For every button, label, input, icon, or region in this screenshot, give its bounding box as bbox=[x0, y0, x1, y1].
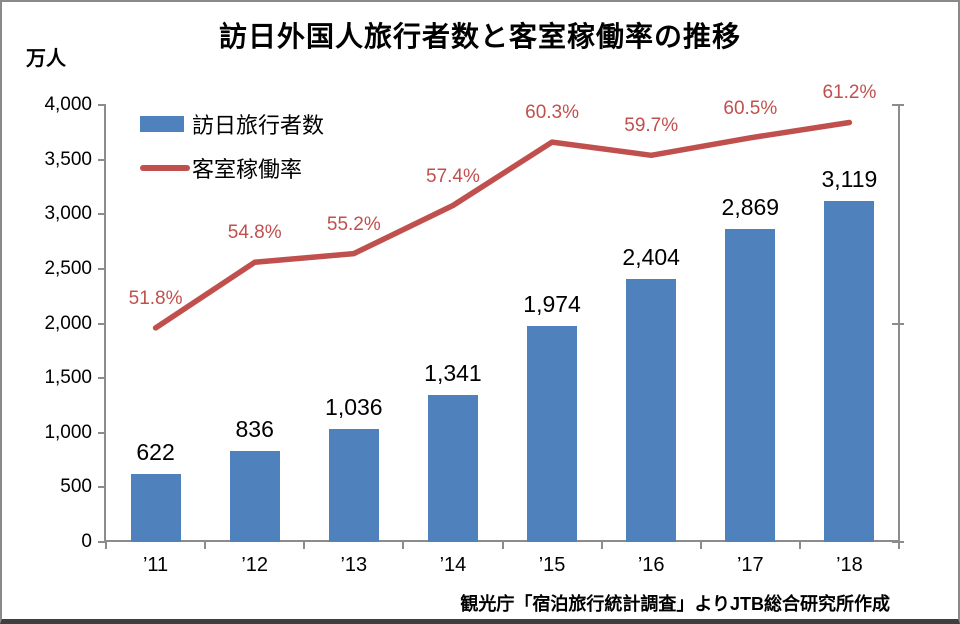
visitors-bar bbox=[328, 428, 379, 542]
x-axis-category-label: ’16 bbox=[637, 554, 665, 576]
occupancy-value-label: 60.5% bbox=[723, 97, 778, 119]
visitors-bar bbox=[130, 474, 181, 542]
chart-title: 訪日外国人旅行者数と客室稼働率の推移 bbox=[218, 21, 741, 52]
visitors-bar bbox=[626, 279, 677, 542]
visitors-bar bbox=[725, 228, 776, 542]
visitors-bar bbox=[824, 201, 875, 542]
x-axis-tick bbox=[105, 542, 107, 549]
legend-line-swatch-icon bbox=[140, 165, 190, 171]
bar-value-label: 1,036 bbox=[325, 393, 383, 420]
secondary-y-axis-tick bbox=[892, 322, 904, 325]
y-axis-tick bbox=[98, 377, 106, 380]
x-axis-tick bbox=[600, 542, 603, 549]
occupancy-value-label: 57.4% bbox=[426, 165, 480, 187]
y-axis-tick-label: 0 bbox=[81, 531, 92, 552]
secondary-y-axis-tick bbox=[892, 541, 904, 543]
x-axis-category-label: ’12 bbox=[241, 554, 269, 576]
legend-label-visitors: 訪日旅行者数 bbox=[192, 113, 325, 138]
source-note: 観光庁「宿泊旅行統計調査」よりJTB総合研究所作成 bbox=[460, 594, 890, 614]
bar-value-label: 622 bbox=[136, 439, 175, 466]
bar-value-label: 1,974 bbox=[523, 291, 581, 318]
bar-value-label: 2,404 bbox=[622, 244, 680, 271]
y-axis-tick bbox=[98, 486, 106, 489]
x-axis-tick bbox=[699, 542, 702, 549]
x-axis-tick bbox=[303, 542, 306, 549]
y-axis-unit-label: 万人 bbox=[26, 48, 66, 70]
occupancy-value-label: 54.8% bbox=[227, 222, 282, 244]
legend-item-visitors: 訪日旅行者数 bbox=[140, 102, 324, 146]
y-axis-tick bbox=[98, 541, 106, 543]
y-axis-tick bbox=[98, 158, 106, 161]
x-axis-tick bbox=[204, 542, 207, 549]
y-axis-tick bbox=[98, 104, 106, 106]
occupancy-line bbox=[152, 119, 853, 331]
bar-value-label: 1,341 bbox=[424, 360, 482, 387]
visitors-bar bbox=[527, 326, 578, 542]
occupancy-value-label: 55.2% bbox=[326, 213, 381, 235]
x-axis-tick bbox=[798, 542, 801, 549]
x-axis-tick bbox=[402, 542, 405, 549]
y-axis-tick-label: 1,000 bbox=[44, 421, 92, 443]
x-axis-tick bbox=[898, 542, 900, 549]
y-axis-tick-label: 3,500 bbox=[44, 148, 92, 170]
legend-item-occupancy: 客室稼働率 bbox=[140, 146, 324, 190]
visitors-bar bbox=[427, 395, 478, 542]
occupancy-value-label: 51.8% bbox=[128, 287, 183, 309]
x-axis-tick bbox=[501, 542, 504, 549]
bar-value-label: 836 bbox=[235, 415, 274, 442]
bar-value-label: 3,119 bbox=[821, 166, 878, 193]
legend: 訪日旅行者数 客室稼働率 bbox=[140, 102, 324, 190]
legend-bar-swatch-icon bbox=[140, 116, 184, 132]
x-axis-category-label: ’13 bbox=[340, 554, 368, 576]
bar-value-label: 2,869 bbox=[721, 193, 780, 220]
x-axis-category-label: ’18 bbox=[836, 554, 863, 576]
secondary-y-axis-tick bbox=[892, 104, 904, 106]
y-axis-tick-label: 2,500 bbox=[44, 257, 92, 279]
visitors-bar bbox=[229, 450, 280, 542]
occupancy-value-label: 59.7% bbox=[624, 115, 679, 137]
x-axis-category-label: ’14 bbox=[439, 554, 467, 576]
occupancy-value-label: 60.3% bbox=[525, 102, 579, 124]
y-axis-tick-label: 500 bbox=[60, 476, 92, 498]
y-axis-tick-label: 2,000 bbox=[44, 312, 92, 334]
x-axis-category-label: ’15 bbox=[538, 554, 566, 576]
y-axis-tick bbox=[98, 267, 106, 270]
legend-label-occupancy: 客室稼働率 bbox=[192, 157, 303, 182]
y-axis-tick-label: 4,000 bbox=[44, 94, 92, 115]
y-axis-tick-label: 3,000 bbox=[44, 203, 92, 225]
y-axis-tick bbox=[98, 322, 106, 325]
x-axis-category-label: ’17 bbox=[736, 554, 764, 576]
y-axis-tick-label: 1,500 bbox=[44, 367, 92, 389]
x-axis-category-label: ’11 bbox=[142, 554, 169, 576]
y-axis-tick bbox=[98, 431, 106, 434]
occupancy-value-label: 61.2% bbox=[822, 82, 877, 104]
y-axis-tick bbox=[98, 213, 106, 216]
x-axis-line bbox=[104, 540, 900, 542]
